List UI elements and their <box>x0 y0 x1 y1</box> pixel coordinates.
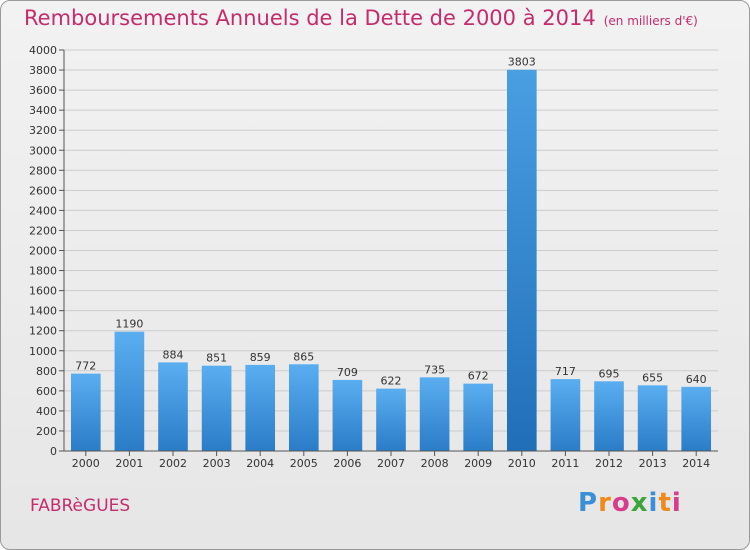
y-tick-label: 3600 <box>29 84 57 97</box>
proxiti-logo: Proxiti <box>578 488 682 518</box>
y-tick-label: 1200 <box>29 325 57 338</box>
chart-subtitle: (en milliers d'€) <box>603 14 698 28</box>
y-tick-label: 2400 <box>29 204 57 217</box>
bar <box>70 373 101 451</box>
y-tick-label: 200 <box>36 425 57 438</box>
x-tick-label: 2003 <box>203 457 231 470</box>
data-label: 865 <box>293 350 314 363</box>
x-tick-label: 2009 <box>464 457 492 470</box>
y-tick-label: 2000 <box>29 245 57 258</box>
data-label: 1190 <box>115 318 143 331</box>
y-tick-label: 3000 <box>29 144 57 157</box>
y-tick-label: 600 <box>36 385 57 398</box>
y-tick-label: 2800 <box>29 164 57 177</box>
data-label: 851 <box>206 352 227 365</box>
x-tick-label: 2006 <box>333 457 361 470</box>
chart-title: Remboursements Annuels de la Dette de 20… <box>24 6 698 30</box>
bar <box>288 364 319 451</box>
bar <box>158 362 188 451</box>
y-tick-label: 1000 <box>29 345 57 358</box>
x-tick-label: 2005 <box>290 457 318 470</box>
data-label: 655 <box>642 371 663 384</box>
y-tick-label: 1800 <box>29 265 57 278</box>
bar <box>506 69 537 451</box>
y-tick-label: 4000 <box>29 44 57 57</box>
bar <box>681 386 712 451</box>
y-tick-label: 3200 <box>29 124 57 137</box>
y-tick-label: 3800 <box>29 64 57 77</box>
x-tick-label: 2000 <box>72 457 100 470</box>
data-label: 640 <box>686 373 707 386</box>
x-tick-label: 2014 <box>682 457 710 470</box>
bar <box>245 364 276 451</box>
logo-letter: i <box>648 488 659 518</box>
y-tick-label: 1400 <box>29 305 57 318</box>
logo-letter: x <box>630 488 649 518</box>
logo-letter: r <box>598 488 612 518</box>
data-label: 3803 <box>508 56 536 69</box>
bar <box>594 381 624 451</box>
bar <box>637 385 668 451</box>
bar <box>201 365 232 451</box>
data-label: 622 <box>381 375 402 388</box>
y-tick-label: 3400 <box>29 104 57 117</box>
x-tick-label: 2010 <box>508 457 536 470</box>
y-tick-label: 0 <box>50 445 57 458</box>
chart-title-text: Remboursements Annuels de la Dette de 20… <box>24 6 596 30</box>
x-tick-label: 2007 <box>377 457 405 470</box>
logo-letter: t <box>658 488 672 518</box>
data-label: 772 <box>75 360 96 373</box>
x-tick-label: 2001 <box>115 457 143 470</box>
bar <box>114 331 145 451</box>
y-tick-label: 800 <box>36 365 57 378</box>
x-tick-label: 2011 <box>551 457 579 470</box>
data-label: 709 <box>337 366 358 379</box>
y-tick-label: 1600 <box>29 285 57 298</box>
data-label: 884 <box>163 348 184 361</box>
logo-letter: P <box>578 488 599 518</box>
bar <box>332 379 363 451</box>
bar <box>463 383 494 451</box>
data-label: 735 <box>424 363 445 376</box>
logo-letter: o <box>611 488 631 518</box>
bar <box>376 388 406 451</box>
x-tick-label: 2013 <box>639 457 667 470</box>
bar <box>419 377 450 451</box>
x-tick-label: 2008 <box>421 457 449 470</box>
x-tick-label: 2002 <box>159 457 187 470</box>
y-tick-label: 2200 <box>29 224 57 237</box>
bar <box>550 379 581 451</box>
axes-group: 0 200 400 600 800 1000 1200 1400 1600 1800 2000 220… <box>29 44 718 470</box>
logo-letter: i <box>671 488 682 518</box>
y-tick-label: 400 <box>36 405 57 418</box>
x-tick-label: 2012 <box>595 457 623 470</box>
data-label: 672 <box>468 370 489 383</box>
x-tick-label: 2004 <box>246 457 274 470</box>
data-label: 717 <box>555 365 576 378</box>
place-name: FABRèGUES <box>30 496 131 516</box>
data-label: 695 <box>599 367 620 380</box>
y-tick-label: 2600 <box>29 184 57 197</box>
data-label: 859 <box>250 351 271 364</box>
bars-group: 772 1190 884 851 859 865 709 622 735 672 3803 717 69… <box>70 56 712 451</box>
